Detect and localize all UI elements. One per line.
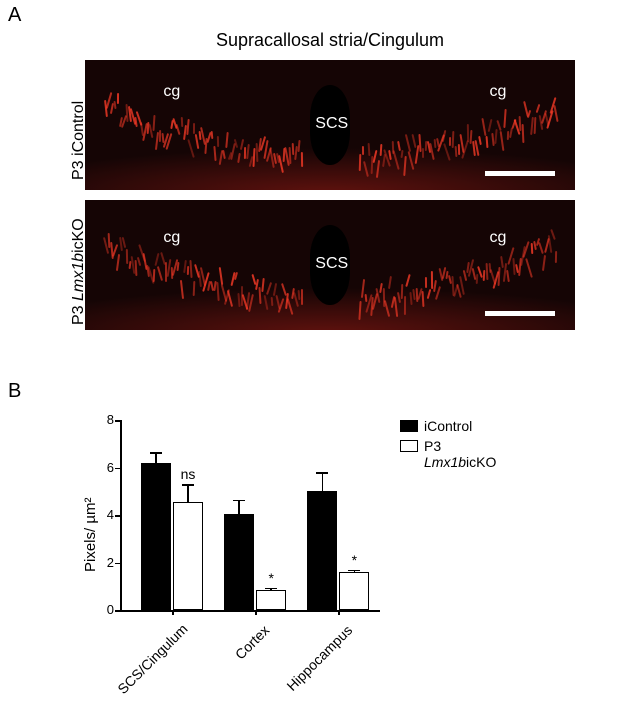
scs-label: SCS — [315, 255, 348, 273]
cg-right-label: cg — [490, 83, 507, 101]
scs-label: SCS — [315, 115, 348, 133]
bar — [141, 463, 171, 610]
legend-label: P3 Lmx1bicKO — [424, 438, 496, 470]
panel-b-label: B — [8, 380, 21, 403]
bar — [224, 514, 254, 610]
cg-right-label: cg — [490, 229, 507, 247]
significance-label: ns — [173, 466, 203, 482]
category-label: Hippocampus — [281, 622, 356, 697]
bar-chart: 02468Pixels/ µm²nsSCS/Cingulum*Cortex*Hi… — [120, 420, 420, 700]
scale-bar — [485, 171, 555, 176]
legend-label: iControl — [424, 418, 472, 434]
cg-left-label: cg — [163, 229, 180, 247]
significance-label: * — [256, 570, 286, 586]
micrograph-icontrol: SCS cg cg — [85, 60, 575, 190]
bar — [339, 572, 369, 610]
bar — [256, 590, 286, 610]
legend-swatch — [400, 420, 418, 432]
ytick-label: 8 — [92, 412, 114, 427]
significance-label: * — [339, 552, 369, 568]
bar — [307, 491, 337, 610]
bar — [173, 502, 203, 610]
panel-a-label: A — [8, 4, 21, 27]
category-label: SCS/Cingulum — [114, 622, 189, 697]
ytick-label: 6 — [92, 460, 114, 475]
micrograph-lmx1bicko: SCS cg cg — [85, 200, 575, 330]
cg-left-label: cg — [163, 83, 180, 101]
y-axis-label: Pixels/ µm² — [82, 498, 99, 572]
legend-swatch — [400, 440, 418, 452]
ytick-label: 0 — [92, 602, 114, 617]
panel-a-title: Supracallosal stria/Cingulum — [85, 30, 575, 51]
scale-bar — [485, 311, 555, 316]
category-label: Cortex — [198, 622, 273, 697]
